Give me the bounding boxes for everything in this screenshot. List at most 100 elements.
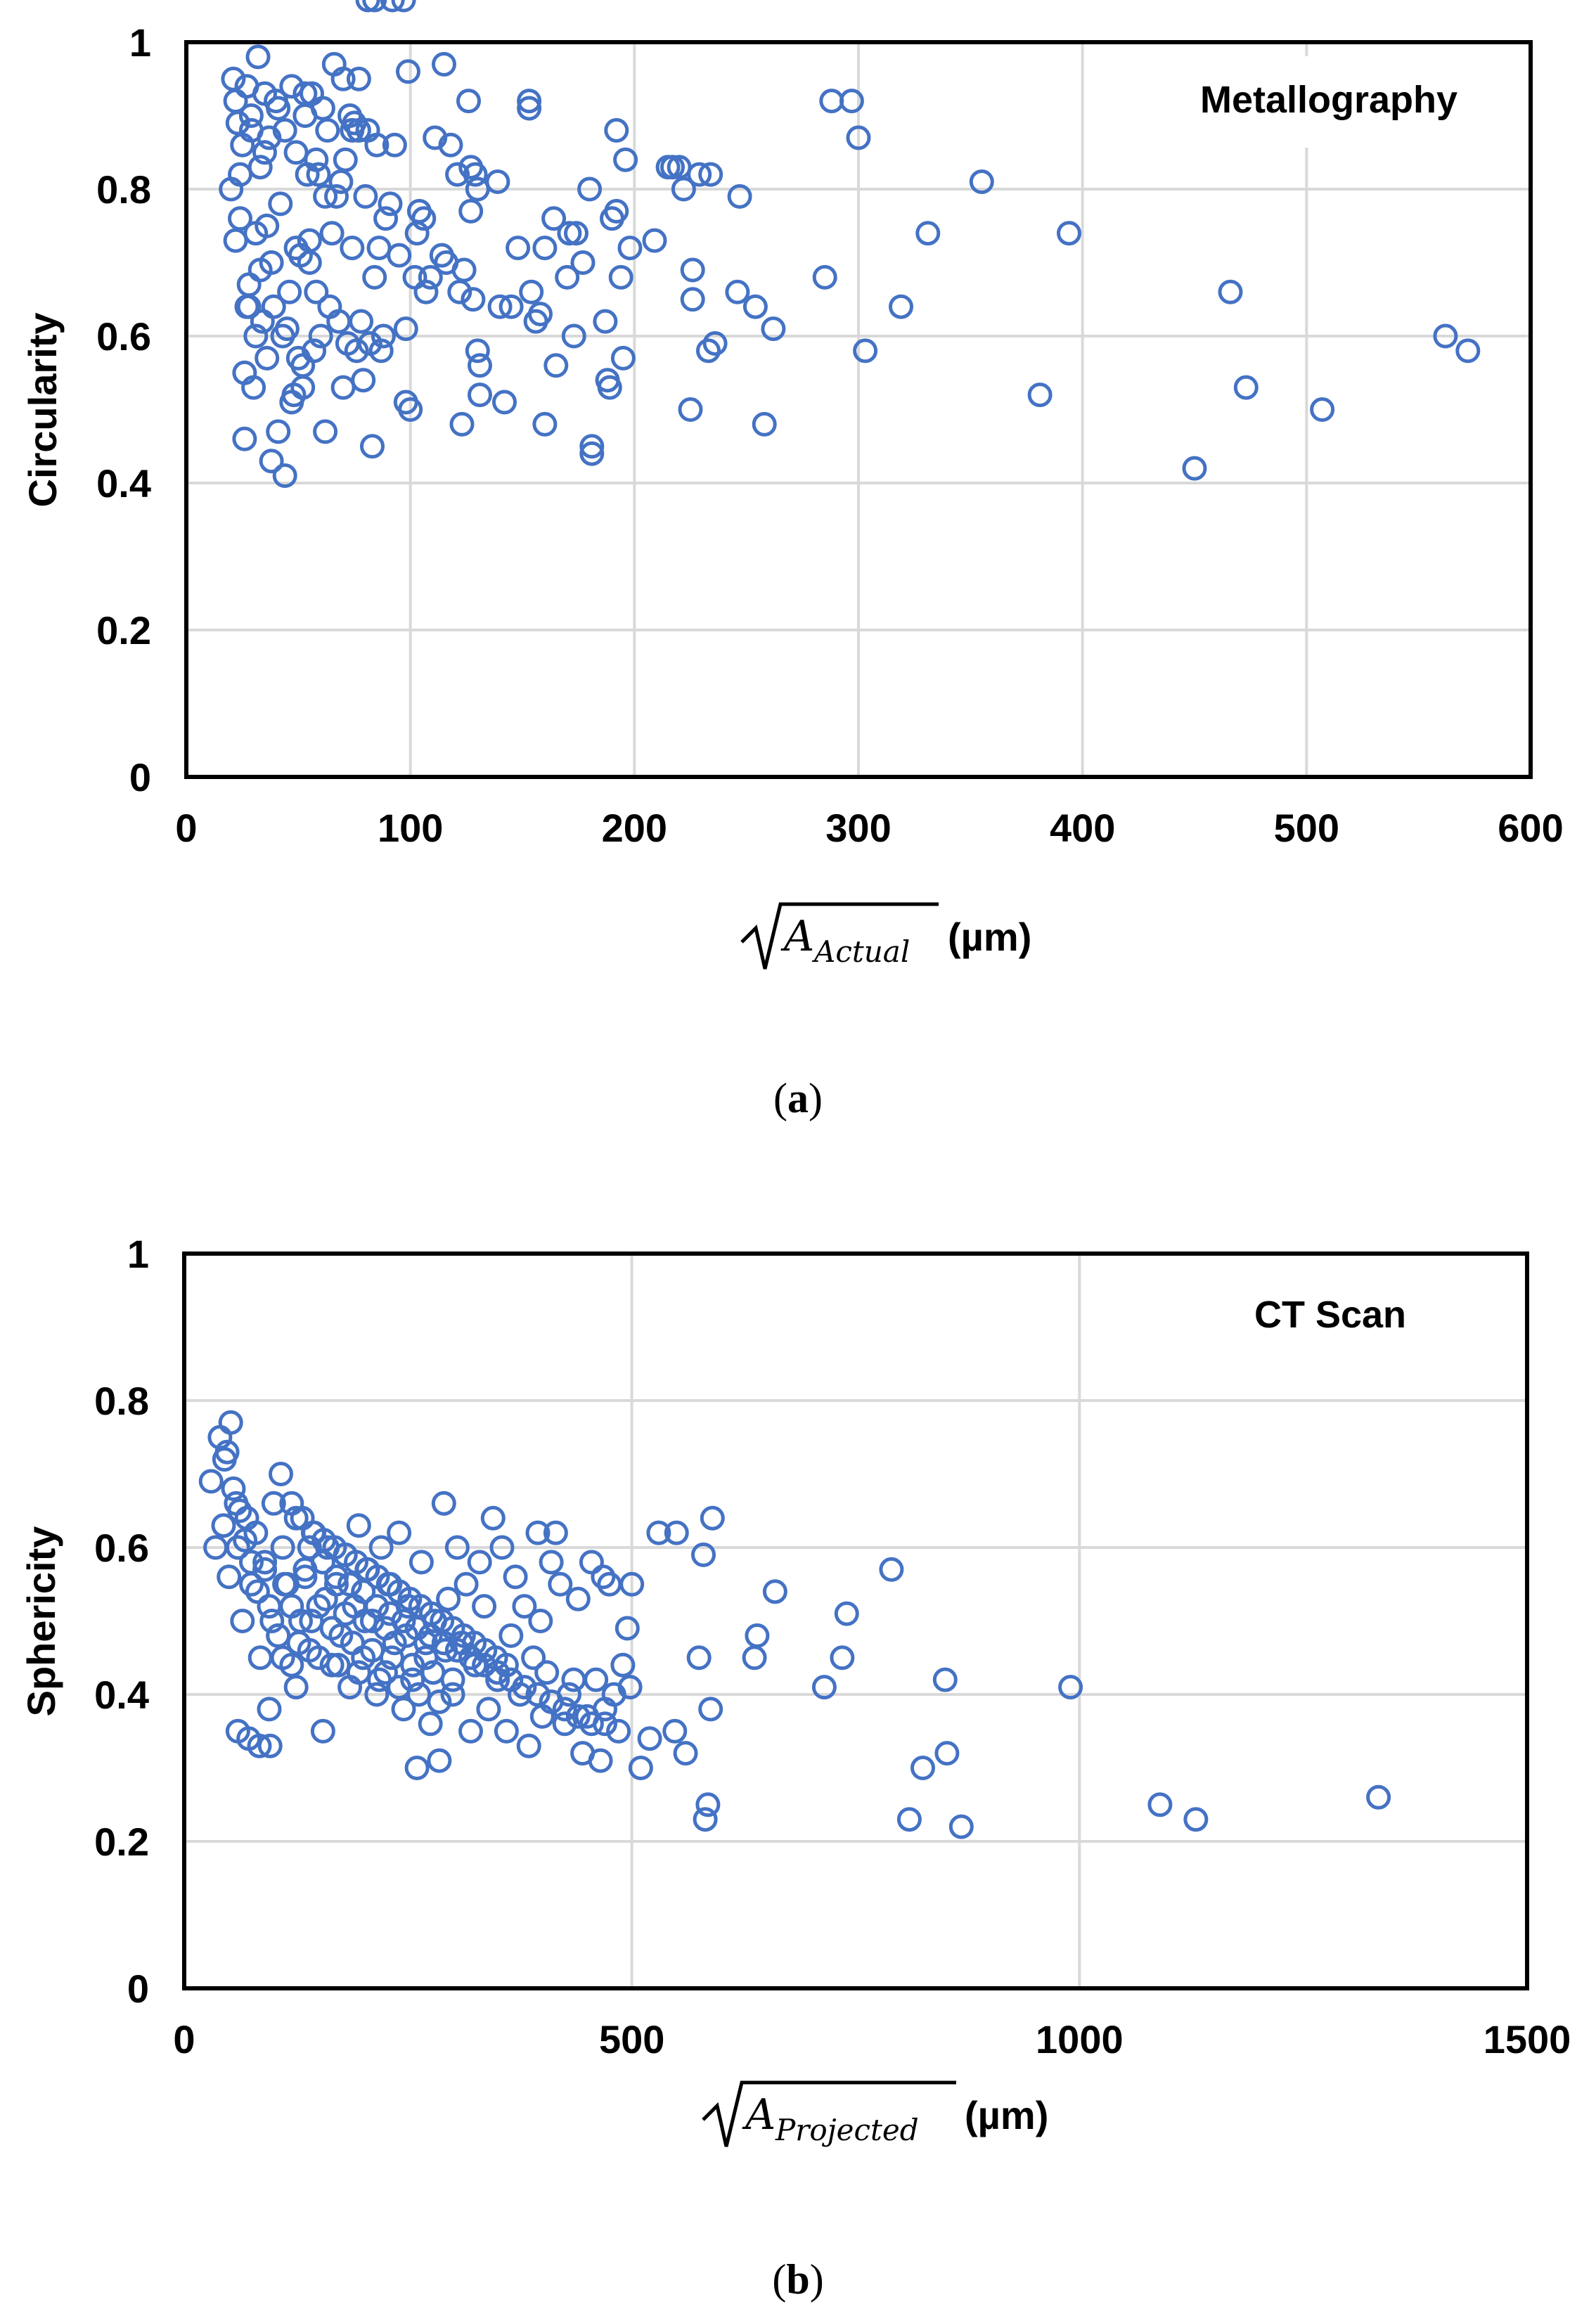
data-point: [335, 331, 360, 356]
y-tick-label: 0.2: [94, 1820, 149, 1864]
data-point: [270, 1645, 295, 1671]
x-axis-symbol-a: A: [780, 912, 814, 961]
data-point: [468, 353, 492, 378]
data-point: [543, 1520, 568, 1545]
data-point: [521, 1645, 546, 1671]
x-axis-label-b: A Projected (µm): [702, 2080, 1048, 2147]
data-point: [404, 1756, 430, 1780]
data-point: [468, 382, 492, 408]
data-point: [570, 1741, 596, 1766]
data-point: [351, 368, 376, 393]
data-point: [698, 162, 723, 187]
data-point: [664, 1520, 689, 1545]
data-point: [270, 323, 295, 349]
data-point: [695, 1792, 721, 1817]
data-point: [373, 206, 399, 231]
data-point: [393, 316, 418, 342]
data-point: [543, 353, 569, 378]
data-point: [1310, 397, 1335, 422]
data-point: [819, 89, 844, 114]
data-point: [297, 1535, 322, 1560]
data-point: [440, 1667, 465, 1692]
data-point: [378, 191, 403, 217]
data-point: [727, 184, 752, 209]
points-a: [219, 0, 1481, 488]
data-point: [330, 66, 356, 91]
data-point: [561, 323, 586, 349]
data-point: [304, 147, 329, 172]
data-point: [306, 162, 331, 187]
data-point: [328, 169, 354, 194]
y-tick-label: 0.4: [96, 461, 151, 506]
data-point: [355, 117, 380, 143]
data-point: [506, 236, 531, 261]
data-point: [346, 66, 371, 91]
data-point: [427, 1689, 452, 1714]
data-point: [613, 147, 638, 172]
data-point: [270, 1535, 295, 1560]
x-tick-label: 0: [175, 806, 197, 850]
tick-labels-a: 0 100 200 300 400 500 600 0 0.2 0.4 0.6 0.8 1: [96, 20, 1564, 850]
x-axis-unit-b: (µm): [965, 2093, 1048, 2137]
data-point: [337, 1571, 363, 1597]
x-tick-label: 1000: [1036, 2017, 1124, 2061]
x-tick-label: 600: [1498, 806, 1563, 850]
data-point: [896, 1807, 922, 1832]
data-point: [355, 0, 380, 13]
data-point: [304, 279, 329, 304]
data-point: [745, 1623, 770, 1648]
data-point: [387, 1520, 412, 1545]
data-point: [680, 257, 705, 283]
data-point: [1147, 1792, 1173, 1817]
data-point: [232, 360, 257, 385]
data-point: [655, 155, 681, 180]
x-tick-label: 500: [599, 2017, 664, 2061]
y-tick-label: 1: [127, 1232, 149, 1276]
data-point: [317, 294, 342, 319]
data-point: [519, 279, 544, 304]
data-point: [577, 176, 603, 202]
data-point: [217, 1564, 242, 1590]
data-point: [525, 1682, 551, 1707]
data-point: [614, 1616, 640, 1641]
chart-b: 0 500 1000 1500 0 0.2 0.4 0.6 0.8 1 CT Scan Spher…: [19, 1232, 1571, 2303]
data-point: [228, 162, 252, 187]
data-point: [1182, 456, 1207, 481]
data-point: [340, 117, 365, 143]
data-point: [436, 1586, 461, 1611]
data-point: [534, 1660, 560, 1685]
data-point: [236, 294, 262, 319]
data-point: [686, 1645, 712, 1671]
y-tick-label: 0.8: [94, 1379, 149, 1423]
data-point: [480, 1505, 506, 1531]
data-point: [330, 375, 356, 400]
data-point: [279, 1594, 304, 1619]
data-point: [413, 279, 439, 304]
data-point: [492, 390, 517, 415]
data-point: [934, 1741, 960, 1766]
data-point: [1057, 221, 1081, 246]
data-point: [404, 221, 430, 246]
data-point: [319, 1616, 345, 1641]
data-point: [198, 1469, 224, 1494]
data-point: [261, 1491, 286, 1516]
y-axis-label-a: Circularity: [20, 313, 65, 508]
data-point: [476, 1697, 501, 1722]
data-point: [223, 228, 248, 253]
data-point: [259, 449, 284, 474]
data-point: [277, 279, 302, 304]
data-point: [380, 0, 405, 13]
data-point: [595, 368, 620, 393]
data-point: [252, 1550, 278, 1575]
data-point: [308, 323, 333, 349]
data-point: [584, 1667, 609, 1692]
data-point: [427, 1748, 452, 1773]
x-axis-unit-a: (µm): [948, 915, 1031, 959]
data-point: [266, 96, 291, 121]
data-point: [408, 1550, 434, 1575]
x-axis-label-a: A Actual (µm): [740, 902, 1031, 970]
data-point: [1433, 323, 1458, 349]
data-point: [693, 1807, 718, 1832]
data-point: [762, 1579, 787, 1604]
data-point: [525, 1520, 551, 1545]
